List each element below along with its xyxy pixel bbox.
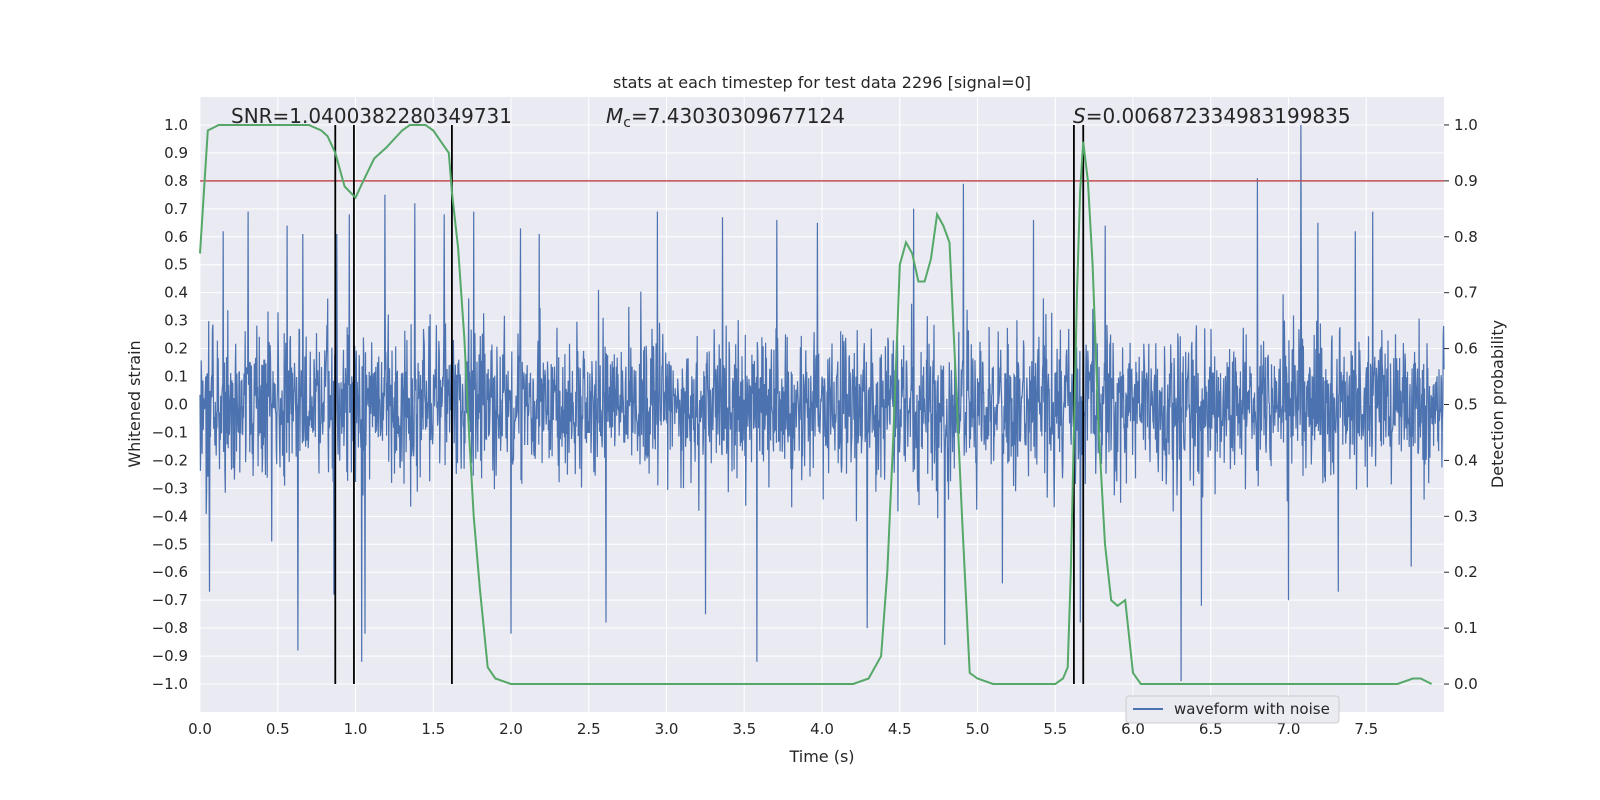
left-y-tick-label: −0.5 <box>152 535 188 553</box>
left-y-tick-label: −0.8 <box>152 619 188 637</box>
right-y-tick-label: 0.9 <box>1454 172 1478 190</box>
chirp-mass-symbol: M <box>606 104 623 128</box>
right-y-tick-label: 0.3 <box>1454 507 1478 525</box>
s-statistic-annotation: S=0.006872334983199835 <box>1073 104 1351 128</box>
x-tick-label: 5.0 <box>966 720 990 738</box>
right-y-axis-label: Detection probability <box>1488 320 1507 488</box>
left-y-tick-label: 1.0 <box>164 116 188 134</box>
legend-box <box>1125 695 1340 724</box>
left-y-tick-label: 0.6 <box>164 228 188 246</box>
left-y-tick-label: −0.9 <box>152 647 188 665</box>
s-statistic-symbol: S <box>1073 104 1086 128</box>
x-tick-label: 2.0 <box>499 720 523 738</box>
left-y-tick-label: −0.7 <box>152 591 188 609</box>
s-statistic-value: =0.006872334983199835 <box>1086 104 1351 128</box>
left-y-tick-label: −0.4 <box>152 507 188 525</box>
left-y-axis-label: Whitened strain <box>125 340 144 467</box>
plot-area <box>199 124 1445 685</box>
left-y-tick-label: −0.1 <box>152 423 188 441</box>
right-y-tick-label: 0.0 <box>1454 675 1478 693</box>
right-y-tick-label: 0.2 <box>1454 563 1478 581</box>
right-y-tick-label: 1.0 <box>1454 116 1478 134</box>
chirp-mass-value: =7.43030309677124 <box>631 104 845 128</box>
x-tick-label: 4.5 <box>888 720 912 738</box>
left-y-tick-label: 0.1 <box>164 368 188 386</box>
left-y-tick-label: 0.4 <box>164 284 188 302</box>
left-y-tick-label: 0.3 <box>164 312 188 330</box>
left-y-tick-label: −0.2 <box>152 451 188 469</box>
right-y-tick-label: 0.6 <box>1454 340 1478 358</box>
right-y-tick-labels: 1.0 0.9 0.8 0.7 0.6 0.5 0.4 0.3 0.2 0.1 0.0 <box>1444 116 1478 693</box>
x-tick-label: 2.5 <box>577 720 601 738</box>
x-tick-label: 6.0 <box>1121 720 1145 738</box>
left-y-tick-label: 0.7 <box>164 200 188 218</box>
snr-annotation: SNR=1.0400382280349731 <box>231 104 512 128</box>
x-tick-label: 0.5 <box>266 720 290 738</box>
x-tick-label: 5.5 <box>1043 720 1067 738</box>
waveform-series <box>199 124 1445 682</box>
right-y-tick-label: 0.7 <box>1454 284 1478 302</box>
x-axis-label: Time (s) <box>788 747 854 766</box>
left-y-tick-label: 0.9 <box>164 144 188 162</box>
x-tick-label: 0.0 <box>188 720 212 738</box>
chirp-mass-subscript: c <box>623 115 631 131</box>
left-y-tick-label: −0.3 <box>152 479 188 497</box>
right-y-tick-label: 0.8 <box>1454 228 1478 246</box>
left-y-tick-label: −0.6 <box>152 563 188 581</box>
right-y-tick-label: 0.1 <box>1454 619 1478 637</box>
x-tick-label: 3.0 <box>655 720 679 738</box>
left-y-tick-label: 0.8 <box>164 172 188 190</box>
right-y-tick-label: 0.5 <box>1454 396 1478 414</box>
left-y-tick-label: 0.0 <box>164 396 188 414</box>
x-tick-label: 4.0 <box>810 720 834 738</box>
legend-label: waveform with noise <box>1174 700 1330 718</box>
x-tick-label: 1.5 <box>421 720 445 738</box>
left-y-tick-label: 0.5 <box>164 256 188 274</box>
chart-title: stats at each timestep for test data 229… <box>613 73 1031 92</box>
legend: waveform with noise <box>1125 695 1340 724</box>
x-tick-label: 7.0 <box>1277 720 1301 738</box>
detection-probability-series <box>199 124 1433 685</box>
left-y-tick-label: −1.0 <box>152 675 188 693</box>
x-tick-label: 1.0 <box>344 720 368 738</box>
x-tick-label: 6.5 <box>1199 720 1223 738</box>
left-y-tick-label: 0.2 <box>164 340 188 358</box>
x-tick-label: 7.5 <box>1354 720 1378 738</box>
x-tick-labels: 0.0 0.5 1.0 1.5 2.0 2.5 3.0 3.5 4.0 4.5 5.0 5.5 6.0 6… <box>188 720 1378 738</box>
left-y-tick-labels: 1.0 0.9 0.8 0.7 0.6 0.5 0.4 0.3 0.2 0.1 0.0 −0.1 −0.… <box>152 116 188 693</box>
chirp-mass-annotation: Mc=7.43030309677124 <box>606 104 845 131</box>
right-y-tick-label: 0.4 <box>1454 451 1478 469</box>
x-tick-label: 3.5 <box>732 720 756 738</box>
